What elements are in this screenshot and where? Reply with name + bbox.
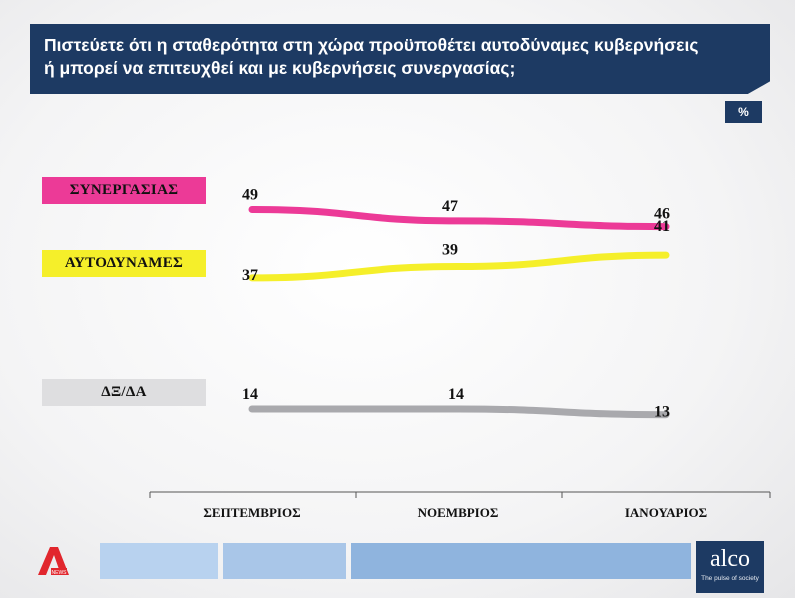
legend-dxda: ΔΞ/ΔΑ bbox=[42, 379, 206, 406]
x-tick-label: ΙΑΝΟΥΑΡΙΟΣ bbox=[625, 505, 707, 520]
title-line-1: Πιστεύετε ότι η σταθερότητα στη χώρα προ… bbox=[44, 35, 699, 55]
chart-title: Πιστεύετε ότι η σταθερότητα στη χώρα προ… bbox=[30, 24, 770, 94]
alco-tagline: The pulse of society bbox=[701, 575, 759, 582]
unit-badge: % bbox=[725, 101, 762, 123]
data-label: 13 bbox=[654, 404, 670, 421]
alco-logo: alco The pulse of society bbox=[696, 541, 764, 593]
alpha-news-logo-icon: NEWS bbox=[34, 545, 72, 577]
x-tick-label: ΣΕΠΤΕΜΒΡΙΟΣ bbox=[203, 505, 300, 520]
footer-strip-1 bbox=[100, 543, 218, 579]
legend-synergasias: ΣΥΝΕΡΓΑΣΙΑΣ bbox=[42, 177, 206, 204]
data-label: 37 bbox=[242, 267, 258, 284]
x-tick-label: ΝΟΕΜΒΡΙΟΣ bbox=[418, 505, 499, 520]
data-label: 46 bbox=[654, 206, 670, 223]
data-label: 39 bbox=[442, 242, 458, 259]
data-label: 47 bbox=[442, 198, 458, 215]
data-label: 41 bbox=[654, 218, 670, 235]
series-line bbox=[248, 206, 670, 231]
footer-strip-2 bbox=[223, 543, 346, 579]
logo-news-text: NEWS bbox=[52, 570, 68, 576]
series-line bbox=[248, 251, 670, 282]
data-label: 14 bbox=[448, 386, 464, 403]
data-label: 49 bbox=[242, 187, 258, 204]
series-line bbox=[248, 405, 670, 419]
title-line-2: ή μπορεί να επιτευχθεί και με κυβερνήσει… bbox=[44, 58, 516, 78]
legend-aftodynames: ΑΥΤΟΔΥΝΑΜΕΣ bbox=[42, 250, 206, 277]
data-label: 14 bbox=[242, 386, 258, 403]
footer-strip-3 bbox=[351, 543, 691, 579]
alco-wordmark: alco bbox=[710, 546, 750, 572]
